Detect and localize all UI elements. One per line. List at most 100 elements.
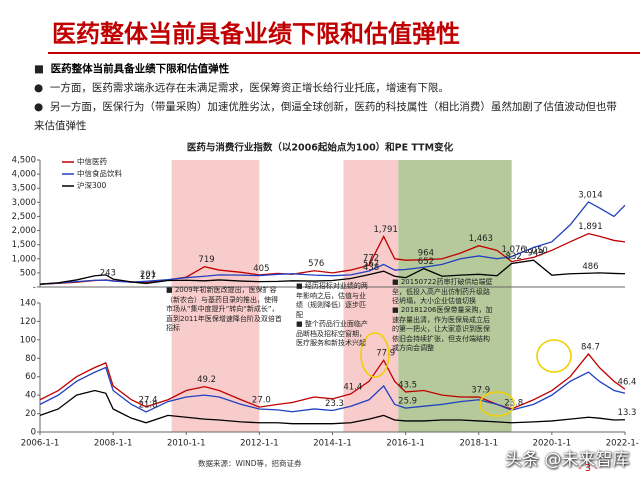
annotation-text: 20150722药审打破供给端壁垒，低投入高产出仿制药升级路径坍塌，大小企业估值… [392,278,493,305]
y-tick-label: 500 [20,268,36,278]
y-tick-label: 3,000 [12,198,36,208]
data-label: 37.9 [471,386,490,396]
highlight-circle [360,332,390,378]
y-tick-label: 140 [20,299,36,309]
data-label: 772 [363,254,379,264]
page-number: - 3 - [578,463,598,474]
data-label: 1,050 [523,246,547,256]
annotation: ■ 整个药品行业面临产品断档及招标空窗期，医疗服务和新技术兴起 [296,320,368,347]
background-layer [171,160,512,432]
bullet: ● 另一方面，医保行为（带量采购）加速优胜劣汰，倒逼全球创新，医药的科技属性（相… [34,101,617,132]
annotation-text: 经历招标对业绩的两年影响之后，估值与业绩（规则降低）逐步匹配 [296,282,368,319]
data-label: 27.4 [139,395,158,405]
series-line [39,366,626,413]
annotation: ■ 20150722药审打破供给端壁垒，低投入高产出仿制药升级路径坍塌，大小企业… [392,278,493,305]
annotation-text: 20181206医保带量采购，加速存量出清，作为医保局成立后的第一把火，让大家意… [392,306,493,352]
data-label: 27.0 [252,396,271,406]
heading-text: 医药整体当前具备业绩下限和估值弹性 [50,63,230,75]
data-label: 201 [140,270,156,280]
data-label: 1,891 [578,222,602,232]
y-tick-label: 60 [25,372,36,382]
title-rule [48,52,640,54]
chart-title: 医药与消费行业指数（以2006起始点为100）和PE TTM变化 [187,142,454,154]
x-tick-label: 2010-1-1 [167,439,206,449]
legend-label: 中信医药 [77,156,107,166]
watermark: 头条 @未来智库 [505,450,630,470]
data-label: 13.3 [618,408,637,418]
series-line [39,232,626,285]
data-label: 41.4 [343,382,362,392]
y-tick-label: 80 [25,354,36,364]
data-label: 77.9 [376,349,395,359]
y-tick-label: 1,000 [12,254,36,264]
bullet: ● 一方面，医药需求端永远存在未满足需求，医保筹资正增长给行业托底，增速有下限。 [34,82,449,94]
y-tick-label: 40 [25,391,36,401]
series-line [39,259,626,285]
y-tick-label: 0 [31,428,36,438]
y-tick-label: 2,000 [12,226,36,236]
data-label: 25.9 [398,397,417,407]
bullet-text: 一方面，医药需求端永远存在未满足需求，医保筹资正增长给行业托底，增速有下限。 [49,82,449,94]
x-tick-label: 2022-1-1 [606,439,640,449]
x-tick-label: 2016-1-1 [386,439,425,449]
highlight-circle [536,339,572,373]
x-tick-label: 2008-1-1 [94,439,133,449]
data-label: 719 [198,255,214,265]
y-tick-label: 4,500 [12,156,36,166]
highlight-circle [479,391,515,417]
data-label: 832 [506,252,522,262]
annotation-text: 2009年初新医改提出，医保扩容（新农合）与基药目录的推出，使得市场从“集中度提… [166,286,282,332]
data-label: 567 [363,259,379,269]
series-line [39,352,626,410]
data-label: 964 [418,248,434,258]
data-label: 405 [253,264,269,274]
annotation: ■ 2009年初新医改提出，医保扩容（新农合）与基药目录的推出，使得市场从“集中… [166,286,282,332]
data-label: 576 [308,259,324,269]
y-tick-label: 3,500 [12,184,36,194]
series-line [39,389,626,425]
data-label: 23.3 [325,399,344,409]
bullet-text: 另一方面，医保行为（带量采购）加速优胜劣汰，倒逼全球创新，医药的科技属性（相比消… [34,101,617,132]
data-label: 949 [527,249,543,259]
legend-label: 中信食品饮料 [77,168,122,178]
y-tick-label: 120 [20,317,36,327]
x-tick-label: 2020-1-1 [533,439,572,449]
annotation: ■ 经历招标对业绩的两年影响之后，估值与业绩（规则降低）逐步匹配 [296,282,368,319]
slide-title: 医药整体当前具备业绩下限和估值弹性 [52,20,460,48]
x-tick-label: 2012-1-1 [240,439,279,449]
data-label: 1,463 [469,234,493,244]
annotation: ■ 20181206医保带量采购，加速存量出清，作为医保局成立后的第一把火，让大… [392,306,493,352]
data-label: 652 [418,257,434,267]
data-label: 243 [100,269,116,279]
y-tick-label: 4,000 [12,170,36,180]
data-label: 127 [140,272,156,282]
highlight-period [171,160,260,432]
y-tick-label: 1,500 [12,240,36,250]
highlight-period [343,160,399,432]
source-note: 数据来源：WIND等，招商证券 [198,459,302,468]
x-tick-label: 2018-1-1 [459,439,498,449]
data-label: 49.2 [197,375,216,385]
data-label: 1,791 [374,225,398,235]
data-label: 1,076 [501,245,525,255]
series-line [39,201,626,285]
legend-label: 沪深300 [77,180,107,190]
data-label: 43.5 [398,380,417,390]
data-label: 46.4 [618,378,637,388]
y-tick-label: 100 [20,335,36,345]
data-label: 3,014 [578,190,602,200]
data-label: 84.7 [581,342,600,352]
annotation-text: 整个药品行业面临产品断档及招标空窗期，医疗服务和新技术兴起 [296,320,368,347]
y-tick-label: - [33,283,36,293]
y-tick-label: 2,500 [12,212,36,222]
x-tick-label: 2006-1-1 [21,439,60,449]
bullet-heading: ■ 医药整体当前具备业绩下限和估值弹性 [34,63,230,75]
y-tick-label: 20 [25,409,36,419]
highlight-period [398,160,512,432]
data-label: 438 [363,263,379,273]
data-label: 21.8 [139,400,158,410]
x-tick-label: 2014-1-1 [313,439,352,449]
data-label: 486 [582,262,598,272]
